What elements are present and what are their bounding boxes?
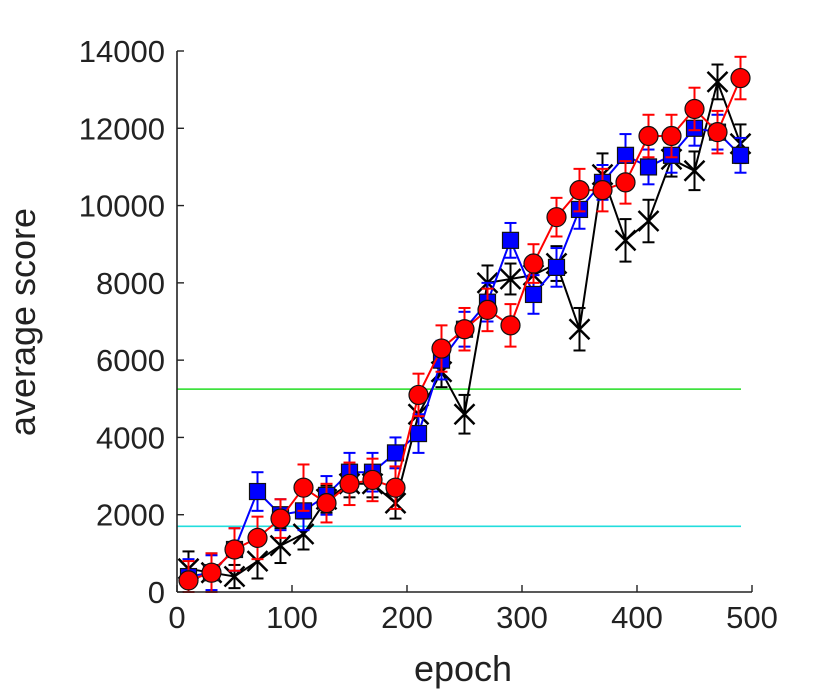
data-point bbox=[178, 570, 199, 591]
data-point bbox=[499, 268, 522, 290]
data-point bbox=[592, 180, 613, 201]
data-point bbox=[523, 253, 544, 274]
data-point bbox=[731, 146, 750, 164]
data-point bbox=[246, 550, 269, 572]
y-axis-label: average score bbox=[2, 208, 43, 436]
x-tick-label: 300 bbox=[496, 600, 548, 635]
data-point bbox=[270, 508, 291, 529]
data-point bbox=[316, 493, 337, 514]
data-point bbox=[477, 299, 498, 321]
data-point bbox=[293, 477, 314, 498]
y-tick-label: 14000 bbox=[79, 34, 165, 69]
data-point bbox=[386, 444, 405, 462]
series-0 bbox=[177, 63, 752, 593]
axes: 0 100 200 300 400 500 0 2000 4000 6000 8000 10000 12… bbox=[79, 34, 778, 635]
data-point bbox=[638, 125, 659, 147]
data-point bbox=[524, 285, 543, 304]
data-point bbox=[615, 172, 636, 193]
data-point bbox=[706, 71, 729, 93]
data-point bbox=[247, 527, 268, 549]
data-point bbox=[684, 98, 705, 120]
y-tick-label: 0 bbox=[148, 575, 165, 610]
y-tick-label: 10000 bbox=[79, 189, 165, 224]
plot-area bbox=[177, 55, 752, 593]
x-tick-label: 500 bbox=[726, 600, 778, 635]
data-point bbox=[568, 318, 591, 341]
x-axis-label: epoch bbox=[414, 648, 512, 689]
y-tick-label: 12000 bbox=[79, 111, 165, 146]
data-point bbox=[707, 122, 728, 143]
data-point bbox=[730, 67, 751, 89]
x-tick-label: 100 bbox=[266, 600, 318, 635]
data-point bbox=[223, 565, 246, 588]
x-tick-label: 400 bbox=[611, 600, 663, 635]
data-point bbox=[339, 473, 360, 494]
y-tick-label: 6000 bbox=[96, 343, 165, 378]
data-point bbox=[639, 158, 658, 176]
data-point bbox=[292, 523, 315, 545]
data-point bbox=[547, 258, 566, 276]
y-tick-label: 8000 bbox=[96, 266, 165, 301]
data-point bbox=[224, 539, 245, 560]
data-point bbox=[409, 424, 428, 443]
y-tick-label: 2000 bbox=[96, 498, 165, 533]
data-point bbox=[546, 207, 567, 228]
data-point bbox=[501, 231, 520, 249]
data-point bbox=[637, 210, 660, 232]
data-point bbox=[569, 180, 590, 201]
data-point bbox=[248, 482, 267, 501]
data-point bbox=[614, 229, 637, 252]
data-point bbox=[500, 315, 521, 336]
data-point bbox=[453, 403, 476, 426]
data-point bbox=[661, 125, 682, 147]
x-tick-label: 200 bbox=[381, 600, 433, 635]
data-point bbox=[269, 534, 292, 557]
data-point bbox=[385, 477, 406, 498]
data-point bbox=[408, 384, 429, 406]
data-point bbox=[201, 562, 222, 583]
data-point bbox=[362, 469, 383, 491]
y-tick-label: 4000 bbox=[96, 420, 165, 455]
x-tick-label: 0 bbox=[168, 600, 185, 635]
series-2 bbox=[178, 55, 751, 593]
data-point bbox=[431, 338, 452, 359]
data-point bbox=[454, 319, 475, 340]
data-point bbox=[683, 159, 706, 182]
